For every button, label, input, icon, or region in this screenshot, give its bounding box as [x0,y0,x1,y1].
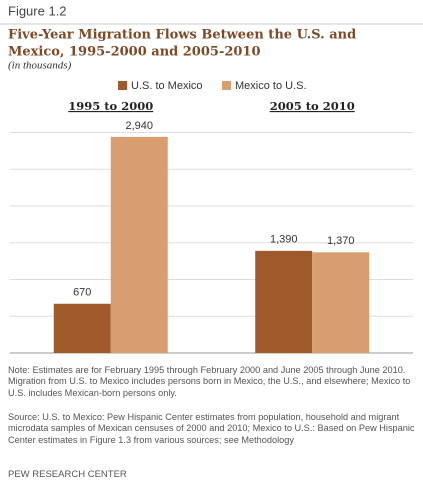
chart-title: Mexico, 1995-2000 and 2005-2010 [8,45,261,60]
bar [255,250,313,353]
legend-swatch [222,81,231,90]
value-label: 1,370 [327,235,355,247]
legend-swatch [118,81,127,90]
group-label: 1995 to 2000 [68,99,153,113]
bar [312,252,370,353]
note: Note: Estimates are for February 1995 th… [8,365,411,398]
bar [53,303,111,353]
chart-subtitle: (in thousands) [8,60,72,72]
legend-label: U.S. to Mexico [131,80,203,92]
bar [110,136,168,353]
legend-label: Mexico to U.S. [235,80,307,92]
value-label: 670 [73,287,91,299]
chart-title: Five-Year Migration Flows Between the U.… [8,28,356,43]
value-label: 2,940 [125,120,153,132]
source: Source: U.S. to Mexico: Pew Hispanic Cen… [8,412,415,445]
figure-label: Figure 1.2 [8,3,67,18]
footer: PEW RESEARCH CENTER [8,469,127,480]
value-label: 1,390 [270,234,298,246]
group-label: 2005 to 2010 [270,99,355,113]
